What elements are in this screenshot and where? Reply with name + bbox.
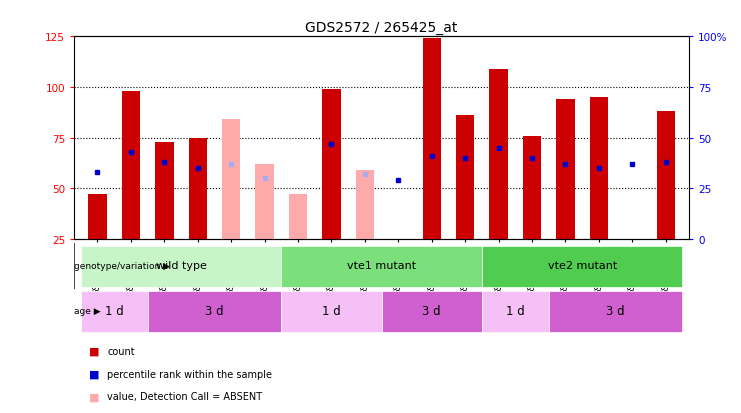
- Bar: [222, 120, 240, 240]
- Bar: [188, 138, 207, 240]
- Bar: [147, 292, 282, 332]
- Bar: [155, 142, 173, 240]
- Bar: [81, 292, 147, 332]
- Bar: [482, 292, 549, 332]
- Text: 1 d: 1 d: [506, 304, 525, 318]
- Bar: [456, 116, 474, 240]
- Text: age ▶: age ▶: [74, 306, 101, 316]
- Bar: [256, 165, 274, 240]
- Text: vte1 mutant: vte1 mutant: [347, 261, 416, 271]
- Bar: [489, 69, 508, 240]
- Text: genotype/variation ▶: genotype/variation ▶: [74, 261, 170, 270]
- Text: wild type: wild type: [156, 261, 207, 271]
- Text: 1 d: 1 d: [104, 304, 124, 318]
- Bar: [81, 246, 282, 287]
- Bar: [289, 195, 308, 240]
- Text: value, Detection Call = ABSENT: value, Detection Call = ABSENT: [107, 392, 262, 401]
- Bar: [282, 246, 482, 287]
- Bar: [382, 292, 482, 332]
- Bar: [422, 39, 441, 240]
- Text: count: count: [107, 346, 135, 356]
- Bar: [482, 246, 682, 287]
- Bar: [282, 292, 382, 332]
- Bar: [322, 90, 341, 240]
- Bar: [122, 92, 140, 240]
- Title: GDS2572 / 265425_at: GDS2572 / 265425_at: [305, 21, 458, 35]
- Text: 3 d: 3 d: [606, 304, 625, 318]
- Bar: [356, 171, 374, 240]
- Text: vte2 mutant: vte2 mutant: [548, 261, 617, 271]
- Text: ■: ■: [89, 346, 99, 356]
- Bar: [549, 292, 682, 332]
- Text: percentile rank within the sample: percentile rank within the sample: [107, 369, 273, 379]
- Text: 1 d: 1 d: [322, 304, 341, 318]
- Text: ■: ■: [89, 369, 99, 379]
- Bar: [523, 136, 541, 240]
- Text: ■: ■: [89, 392, 99, 401]
- Bar: [88, 195, 107, 240]
- Text: 3 d: 3 d: [205, 304, 224, 318]
- Text: 3 d: 3 d: [422, 304, 441, 318]
- Bar: [657, 112, 675, 240]
- Bar: [590, 98, 608, 240]
- Bar: [556, 100, 575, 240]
